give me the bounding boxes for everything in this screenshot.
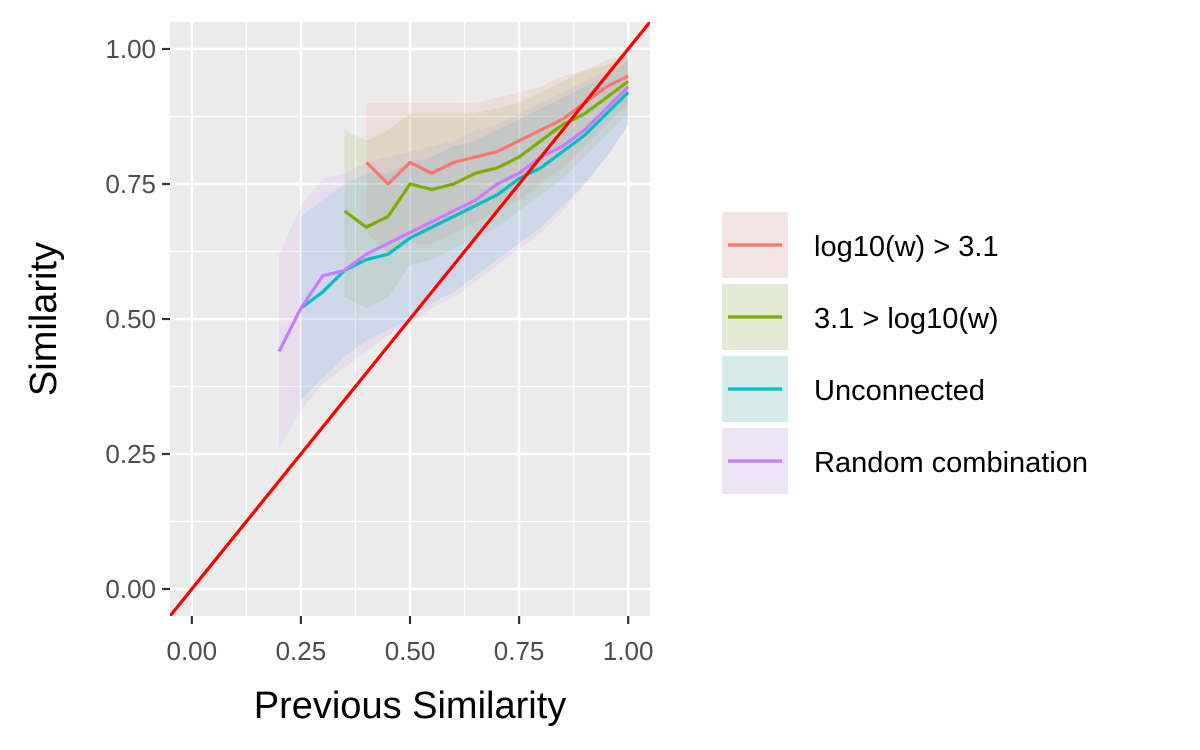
legend-item: Unconnected — [722, 356, 985, 422]
x-tick-label: 0.50 — [385, 636, 436, 666]
ribbon-series-4 — [279, 54, 629, 449]
confidence-ribbons — [279, 54, 629, 449]
y-tick-label: 1.00 — [105, 34, 156, 64]
y-tick-label: 0.50 — [105, 304, 156, 334]
legend-label: log10(w) > 3.1 — [814, 231, 999, 263]
ribbon-series-3 — [300, 59, 629, 401]
y-axis-title: Similarity — [23, 242, 65, 396]
legend-label: 3.1 > log10(w) — [814, 303, 999, 335]
y-tick-label: 0.00 — [105, 574, 156, 604]
axes: 0.00 0.25 0.50 0.75 1.00 0.00 0.25 0.50 0.75 1.00 — [105, 34, 653, 666]
legend-label: Random combination — [814, 447, 1088, 479]
line-series-3 — [299, 91, 630, 310]
legend-item: Random combination — [722, 428, 1088, 494]
line-series-2 — [343, 80, 630, 229]
y-tick-label: 0.75 — [105, 169, 156, 199]
x-tick-label: 1.00 — [603, 636, 654, 666]
identity-reference-line — [170, 22, 650, 616]
x-axis-title: Previous Similarity — [254, 685, 567, 727]
y-tick-label: 0.25 — [105, 439, 156, 469]
ribbon-series-1 — [366, 54, 629, 255]
legend-label: Unconnected — [814, 375, 985, 407]
ribbon-series-2 — [344, 54, 629, 309]
reference-line-group — [170, 22, 650, 616]
legend: log10(w) > 3.1 3.1 > log10(w) Unconnected R… — [722, 212, 1088, 494]
x-tick-label: 0.75 — [494, 636, 545, 666]
legend-item: 3.1 > log10(w) — [722, 284, 999, 350]
line-series-4 — [277, 85, 630, 353]
legend-item: log10(w) > 3.1 — [722, 212, 999, 278]
x-tick-label: 0.00 — [167, 636, 218, 666]
x-tick-label: 0.25 — [276, 636, 327, 666]
